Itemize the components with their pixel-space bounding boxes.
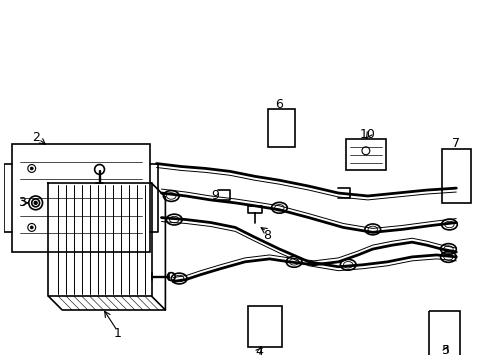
- Bar: [12, 144, 149, 252]
- Circle shape: [34, 201, 37, 204]
- Text: 7: 7: [452, 138, 460, 150]
- Text: 5: 5: [442, 344, 450, 357]
- Bar: [268, 109, 295, 147]
- Text: 6: 6: [275, 98, 283, 111]
- Text: 8: 8: [264, 229, 271, 242]
- Circle shape: [30, 226, 33, 229]
- Bar: [429, 311, 460, 360]
- Text: 3: 3: [18, 196, 26, 210]
- Bar: [346, 139, 386, 170]
- Text: 2: 2: [32, 131, 40, 144]
- Text: 1: 1: [113, 327, 121, 340]
- Text: 4: 4: [256, 345, 264, 358]
- Text: 10: 10: [360, 127, 376, 140]
- Bar: [441, 149, 471, 203]
- Bar: [248, 306, 282, 347]
- Text: 9: 9: [212, 189, 220, 202]
- Circle shape: [30, 167, 33, 170]
